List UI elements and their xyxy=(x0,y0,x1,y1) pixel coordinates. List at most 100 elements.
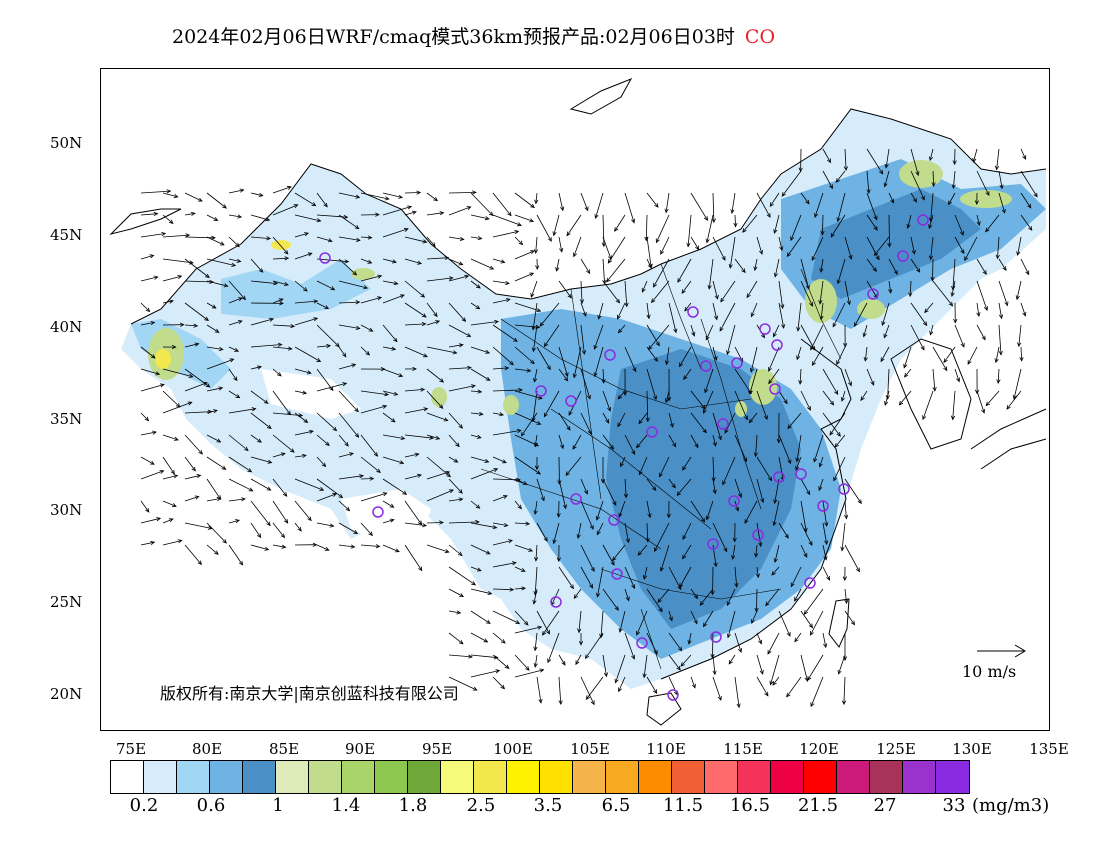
wind-vector xyxy=(206,192,227,209)
colorbar-swatch xyxy=(408,761,441,793)
wind-vector xyxy=(769,192,780,207)
wind-vector-head xyxy=(928,156,934,162)
wind-vector-head xyxy=(584,489,588,495)
wind-vector xyxy=(272,186,292,194)
wind-vector-head xyxy=(786,252,791,258)
wind-vector-head xyxy=(560,206,565,212)
wind-vector xyxy=(382,294,405,304)
copyright-text: 版权所有:南京大学|南京创蓝科技有限公司 xyxy=(160,684,459,703)
wind-vector-head xyxy=(597,314,602,320)
wind-vector xyxy=(536,346,551,370)
lon-label-105e: 105E xyxy=(570,740,610,758)
wind-vector xyxy=(492,610,520,624)
wind-vector-head xyxy=(500,259,506,264)
wind-vector xyxy=(162,390,181,408)
wind-vector xyxy=(448,654,473,658)
wind-vector xyxy=(404,192,421,194)
colorbar-swatch xyxy=(705,761,738,793)
wind-vector xyxy=(470,544,491,555)
wind-vector-head xyxy=(783,399,788,405)
wind-vector-head xyxy=(534,199,539,205)
wind-vector xyxy=(206,358,234,370)
wind-vector-head xyxy=(930,276,935,282)
wind-vector xyxy=(596,522,604,535)
wind-vector-head xyxy=(223,283,229,288)
wind-vector-head xyxy=(928,255,934,261)
wind-vector xyxy=(514,566,526,572)
wind-vector xyxy=(866,148,883,175)
wind-vector-head xyxy=(612,556,617,562)
wind-vector-head xyxy=(586,269,591,275)
wind-vector xyxy=(338,412,359,438)
wind-vector-head xyxy=(834,443,839,448)
wind-vector xyxy=(1020,346,1023,361)
wind-vector-head xyxy=(741,268,746,274)
wind-vector-head xyxy=(193,323,199,328)
station-marker xyxy=(731,357,743,369)
wind-vector xyxy=(703,610,714,627)
wind-vector-head xyxy=(277,342,283,347)
wind-vector-head xyxy=(214,328,220,333)
wind-vector-head xyxy=(833,476,838,482)
wind-vector xyxy=(492,346,514,366)
wind-vector-head xyxy=(466,333,472,337)
species-label: CO xyxy=(744,26,776,48)
wind-vector xyxy=(618,324,626,333)
wind-vector-head xyxy=(995,254,1000,260)
wind-vector-head xyxy=(733,222,738,228)
wind-vector xyxy=(668,632,683,651)
wind-vector-head xyxy=(543,537,548,542)
wind-vector-head xyxy=(384,392,390,397)
wind-vector-head xyxy=(458,343,464,348)
wind-vector-head xyxy=(846,300,851,306)
station-marker xyxy=(773,471,785,483)
wind-vector-head xyxy=(507,211,512,217)
wind-vector-head xyxy=(668,616,673,622)
wind-vector xyxy=(597,566,604,597)
wind-vector-head xyxy=(185,233,191,238)
wind-vector-head xyxy=(873,225,878,231)
wind-vector-head xyxy=(329,523,335,528)
wind-vector xyxy=(888,258,898,275)
wind-vector xyxy=(514,669,544,678)
wind-vector-head xyxy=(204,316,210,322)
colorbar-swatch xyxy=(672,761,705,793)
wind-vector xyxy=(360,492,387,502)
wind-vector xyxy=(140,302,150,312)
wind-vector-head xyxy=(485,550,491,555)
wind-vector xyxy=(492,456,507,463)
wind-vector-head xyxy=(342,352,347,358)
station-marker xyxy=(728,495,740,507)
wind-vector-head xyxy=(541,631,547,636)
wind-reference-label: 10 m/s xyxy=(962,662,1017,681)
wind-vector-head xyxy=(824,522,829,527)
wind-vector-head xyxy=(168,219,174,224)
coastline xyxy=(660,338,852,680)
wind-vector-head xyxy=(974,200,979,206)
wind-vector-head xyxy=(538,395,543,400)
wind-vector-head xyxy=(806,490,811,496)
wind-vector-head xyxy=(624,302,629,308)
wind-vector xyxy=(448,344,463,348)
wind-vector xyxy=(734,258,746,273)
wind-vector xyxy=(903,346,912,368)
wind-vector-head xyxy=(529,272,535,277)
wind-vector-head xyxy=(499,412,505,417)
wind-vector-head xyxy=(466,206,472,210)
wind-vector xyxy=(638,412,648,424)
wind-vector-head xyxy=(981,335,986,341)
wind-vector-head xyxy=(531,347,536,353)
wind-vector-head xyxy=(754,552,759,558)
wind-vector-head xyxy=(786,631,791,637)
wind-vector-head xyxy=(843,166,848,172)
wind-vector xyxy=(470,390,482,393)
wind-vector xyxy=(316,280,335,291)
wind-vector xyxy=(316,456,326,467)
wind-vector-head xyxy=(618,628,623,633)
wind-vector xyxy=(140,255,154,260)
wind-vector-head xyxy=(712,489,717,495)
wind-vector xyxy=(228,519,240,524)
wind-vector-head xyxy=(375,544,381,549)
wind-vector-head xyxy=(829,184,833,190)
wind-vector xyxy=(558,280,572,299)
